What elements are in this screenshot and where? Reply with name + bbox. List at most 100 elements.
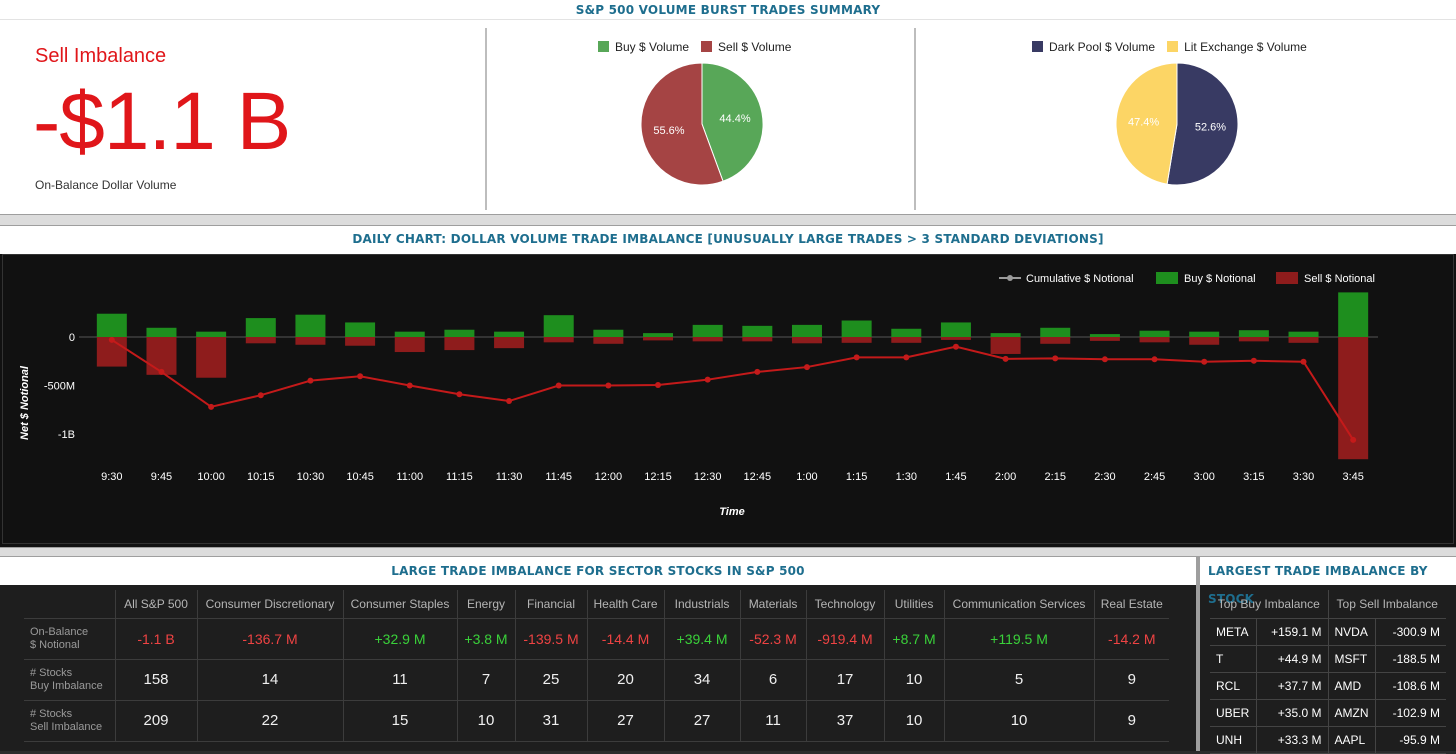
column-header[interactable]: Technology	[806, 590, 885, 619]
imbalance-chart[interactable]: 0 -500M -1B Net $ Notional 9:30 9:45 10:00 10:1…	[3, 255, 1455, 545]
buy-bar[interactable]	[1238, 330, 1269, 337]
buy-bar[interactable]	[841, 320, 872, 337]
column-header[interactable]: Financial	[515, 590, 588, 619]
sell-bar[interactable]	[1040, 337, 1071, 344]
cumulative-point[interactable]	[555, 382, 562, 389]
column-header[interactable]: Utilities	[884, 590, 945, 619]
cumulative-point[interactable]	[357, 373, 364, 380]
sell-bar[interactable]	[791, 337, 822, 344]
cumulative-point[interactable]	[506, 398, 513, 405]
buy-bar[interactable]	[1040, 327, 1071, 337]
sell-bar[interactable]	[940, 337, 971, 340]
buy-bar[interactable]	[295, 314, 326, 337]
sell-bar[interactable]	[990, 337, 1021, 354]
buy-bar[interactable]	[394, 331, 425, 337]
sell-bar[interactable]	[891, 337, 922, 343]
cumulative-point[interactable]	[108, 336, 115, 343]
buy-bar[interactable]	[146, 327, 177, 337]
cumulative-point[interactable]	[754, 368, 761, 375]
buy-bar[interactable]	[692, 324, 723, 337]
buy-sell-pie-chart[interactable]: 44.4% 55.6%	[640, 62, 764, 186]
column-header[interactable]: Consumer Discretionary	[197, 590, 344, 619]
buy-bar[interactable]	[1089, 334, 1120, 337]
sell-bar[interactable]	[394, 337, 425, 353]
sell-bar[interactable]	[1139, 337, 1170, 343]
legend-label-sell[interactable]: Sell $ Notional	[1304, 273, 1375, 285]
venue-slice-1[interactable]	[1115, 62, 1178, 185]
column-header[interactable]: Health Care	[587, 590, 665, 619]
cumulative-point[interactable]	[903, 354, 910, 361]
buy-sell-slice-1[interactable]	[640, 62, 724, 186]
cumulative-point[interactable]	[158, 368, 165, 375]
cumulative-point[interactable]	[406, 382, 413, 389]
cumulative-point[interactable]	[952, 343, 959, 350]
cumulative-point[interactable]	[1201, 358, 1208, 365]
cumulative-point[interactable]	[1300, 358, 1307, 365]
column-header[interactable]: Materials	[740, 590, 807, 619]
legend-item-lit-exchange[interactable]: Lit Exchange $ Volume	[1167, 40, 1307, 54]
legend-label-cumulative[interactable]: Cumulative $ Notional	[1026, 273, 1134, 285]
cumulative-point[interactable]	[1151, 356, 1158, 363]
column-header[interactable]: Communication Services	[944, 590, 1095, 619]
sell-bar[interactable]	[444, 337, 475, 351]
buy-bar[interactable]	[1338, 292, 1369, 337]
buy-bar[interactable]	[1189, 331, 1220, 337]
sell-bar[interactable]	[1288, 337, 1319, 343]
cumulative-point[interactable]	[208, 403, 215, 410]
sell-bar[interactable]	[1238, 337, 1269, 342]
buy-bar[interactable]	[643, 333, 674, 337]
venue-slice-0[interactable]	[1166, 62, 1239, 186]
sell-bar[interactable]	[841, 337, 872, 343]
buy-column-header[interactable]: Top Buy Imbalance	[1210, 590, 1329, 619]
buy-bar[interactable]	[593, 329, 624, 337]
column-header[interactable]: Real Estate	[1094, 590, 1170, 619]
cumulative-point[interactable]	[1250, 357, 1257, 364]
buy-bar[interactable]	[245, 318, 276, 337]
cumulative-point[interactable]	[1002, 355, 1009, 362]
legend-label-buy[interactable]: Buy $ Notional	[1184, 273, 1256, 285]
buy-sell-slice-0[interactable]	[701, 62, 764, 182]
sell-bar[interactable]	[345, 337, 376, 346]
venue-pie-chart[interactable]: 52.6% 47.4%	[1115, 62, 1239, 186]
buy-bar[interactable]	[990, 333, 1021, 337]
cumulative-point[interactable]	[456, 391, 463, 398]
buy-bar[interactable]	[742, 325, 773, 337]
cumulative-point[interactable]	[803, 364, 810, 371]
cumulative-point[interactable]	[257, 392, 264, 399]
sell-bar[interactable]	[1089, 337, 1120, 341]
sell-bar[interactable]	[543, 337, 574, 343]
buy-bar[interactable]	[1288, 331, 1319, 337]
chart-legend[interactable]: Cumulative $ Notional Buy $ Notional Sell …	[999, 272, 1375, 285]
sell-column-header[interactable]: Top Sell Imbalance	[1328, 590, 1446, 619]
cumulative-point[interactable]	[704, 376, 711, 383]
buy-bar[interactable]	[1139, 330, 1170, 337]
buy-bar[interactable]	[96, 313, 127, 337]
buy-bar[interactable]	[791, 324, 822, 337]
cumulative-point[interactable]	[1052, 355, 1059, 362]
column-header[interactable]: Industrials	[664, 590, 741, 619]
sell-bar[interactable]	[295, 337, 326, 345]
sell-bar[interactable]	[593, 337, 624, 344]
sell-bar[interactable]	[146, 337, 177, 375]
sell-bar[interactable]	[494, 337, 525, 349]
legend-item-sell-volume[interactable]: Sell $ Volume	[701, 40, 791, 54]
buy-bar[interactable]	[444, 329, 475, 337]
sell-bar[interactable]	[692, 337, 723, 342]
column-header[interactable]: All S&P 500	[115, 590, 198, 619]
cumulative-point[interactable]	[1350, 436, 1357, 443]
venue-legend[interactable]: Dark Pool $ Volume Lit Exchange $ Volume	[1032, 40, 1307, 54]
sell-bar[interactable]	[643, 337, 674, 341]
cumulative-point[interactable]	[853, 354, 860, 361]
buy-bar[interactable]	[543, 315, 574, 337]
cumulative-point[interactable]	[1101, 356, 1108, 363]
column-header[interactable]: Consumer Staples	[343, 590, 458, 619]
cumulative-point[interactable]	[307, 377, 314, 384]
sell-bar[interactable]	[1189, 337, 1220, 345]
buy-bar[interactable]	[940, 322, 971, 337]
sell-bar[interactable]	[196, 337, 227, 378]
cumulative-point[interactable]	[605, 382, 612, 389]
sell-bar[interactable]	[742, 337, 773, 342]
legend-item-buy-volume[interactable]: Buy $ Volume	[598, 40, 689, 54]
cumulative-line[interactable]	[111, 339, 1355, 441]
legend-item-dark-pool[interactable]: Dark Pool $ Volume	[1032, 40, 1155, 54]
